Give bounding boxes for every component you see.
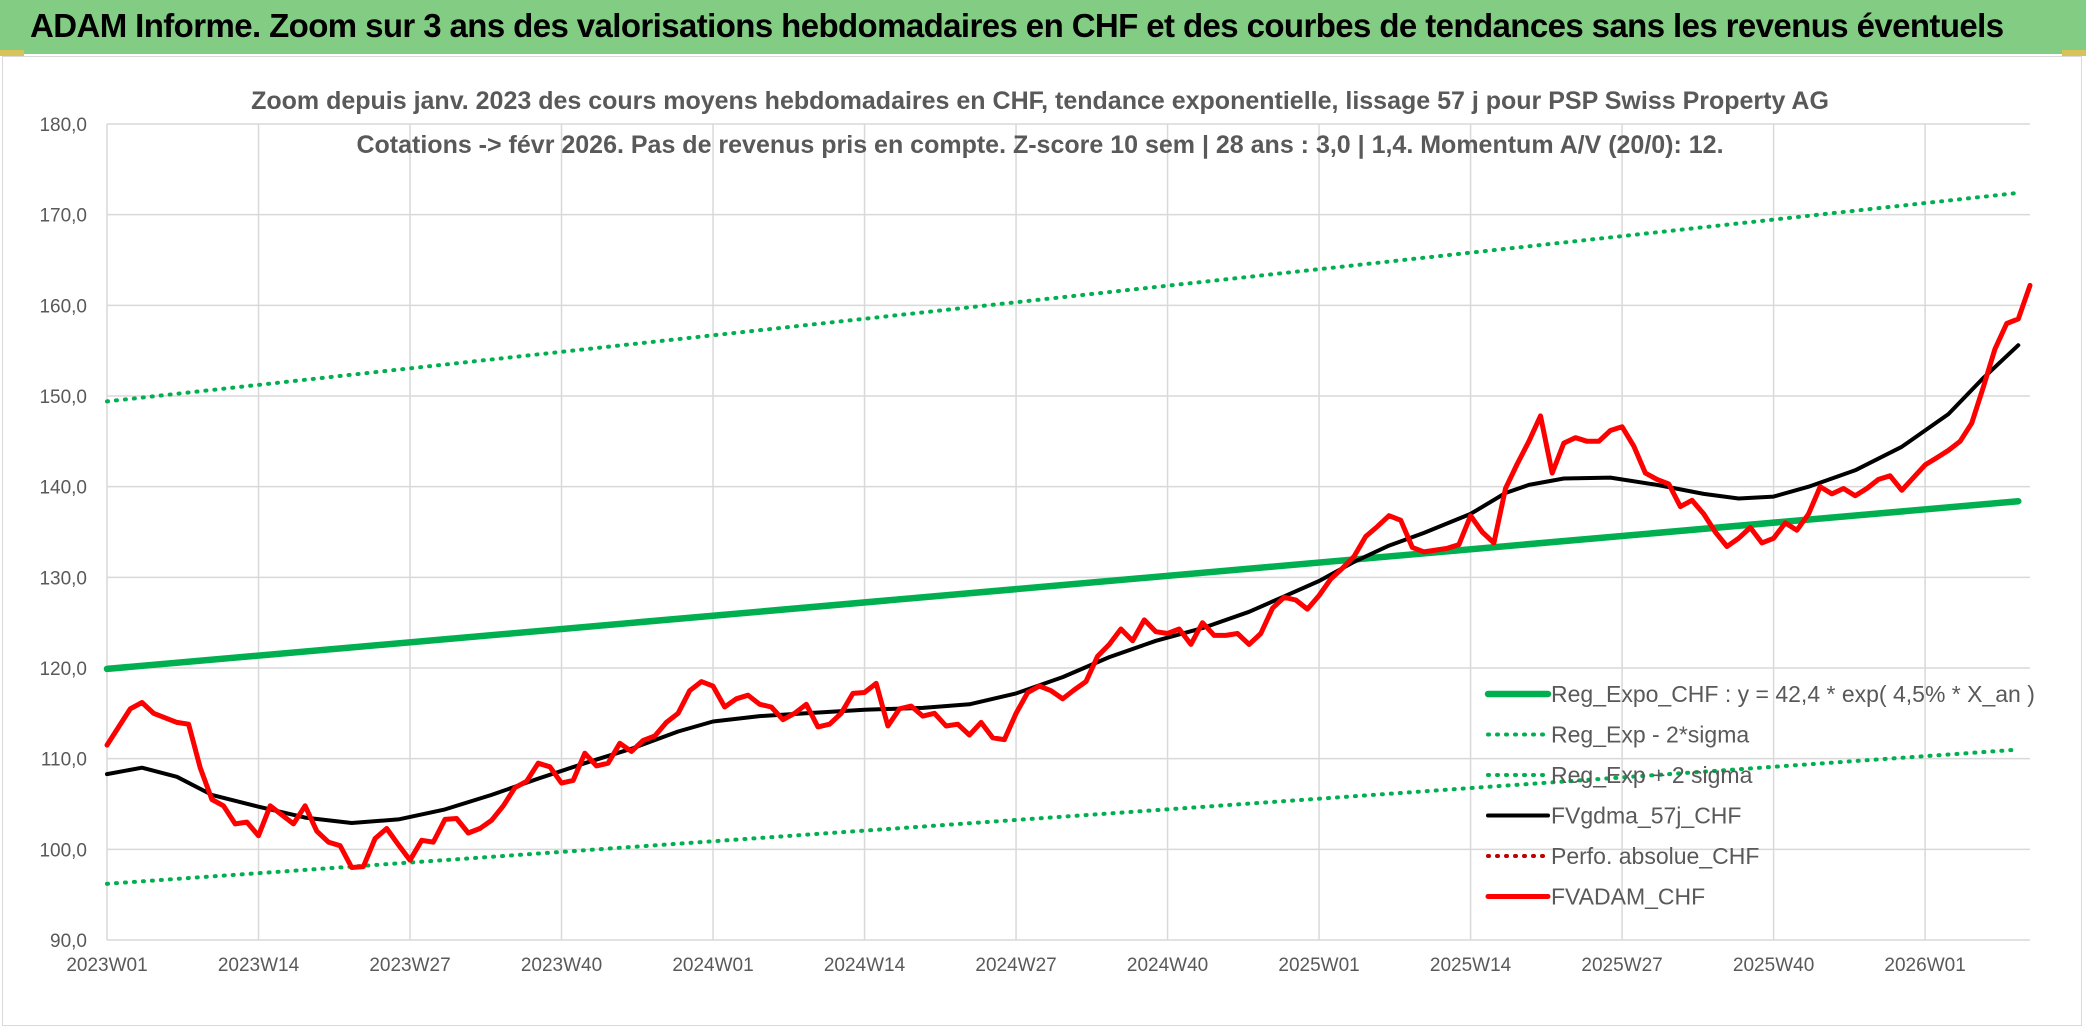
legend-label: Reg_Expo_CHF : y = 42,4 * exp( 4,5% * X_… [1551,681,2035,707]
x-tick-label: 2025W01 [1278,955,1359,976]
chart-frame [2,56,2082,1026]
y-tick-label: 140,0 [39,478,87,499]
header-accent-right [2062,50,2086,56]
header-banner [0,0,2086,54]
grid-lines [106,123,2030,941]
x-tick-label: 2024W01 [672,955,753,976]
header-accent-left [0,50,24,56]
legend-label: Reg_Exp - 2*sigma [1551,722,1749,748]
y-tick-label: 120,0 [39,659,87,680]
series-line-5 [104,282,2033,870]
x-tick-label: 2023W01 [66,955,147,976]
y-tick-label: 100,0 [39,840,87,861]
x-tick-label: 2025W14 [1430,955,1512,976]
y-tick-label: 180,0 [39,115,87,136]
x-tick-label: 2023W40 [521,955,602,976]
y-tick-label: 150,0 [39,387,87,408]
x-tick-label: 2025W40 [1733,955,1814,976]
y-axis-ticks: 90,0 100,0 110,0 120,0 130,0 140,0 150,0 160,0 1… [39,115,87,952]
y-tick-label: 160,0 [39,296,87,317]
x-tick-label: 2024W14 [824,955,906,976]
series-line-3 [105,343,2021,825]
legend-label: Perfo. absolue_CHF [1551,843,1759,869]
chart-title-line1: Zoom depuis janv. 2023 des cours moyens … [251,87,1829,115]
x-tick-label: 2025W27 [1581,955,1662,976]
x-tick-label: 2024W40 [1127,955,1208,976]
legend-label: FVgdma_57j_CHF [1551,803,1741,829]
x-axis-ticks: 2023W01 2023W14 2023W27 2023W40 2024W01 2024W… [66,955,1965,976]
x-tick-label: 2024W27 [975,955,1056,976]
chart-series [103,190,2033,886]
report-title: ADAM Informe. Zoom sur 3 ans des valoris… [30,7,2004,44]
series-line-0 [103,497,2022,673]
x-tick-label: 2023W27 [369,955,450,976]
series-line-2 [105,190,2021,404]
y-tick-label: 110,0 [41,750,87,771]
chart-legend: Reg_Expo_CHF : y = 42,4 * exp( 4,5% * X_… [1484,681,2035,910]
y-tick-label: 90,0 [50,931,87,952]
x-tick-label: 2026W01 [1884,955,1965,976]
y-tick-label: 170,0 [39,206,87,227]
y-tick-label: 130,0 [39,568,87,589]
x-tick-label: 2023W14 [218,955,300,976]
chart-title-line2: Cotations -> févr 2026. Pas de revenus p… [356,131,1723,159]
legend-label: Reg_Exp + 2 sigma [1551,762,1753,788]
legend-label: FVADAM_CHF [1551,884,1705,910]
